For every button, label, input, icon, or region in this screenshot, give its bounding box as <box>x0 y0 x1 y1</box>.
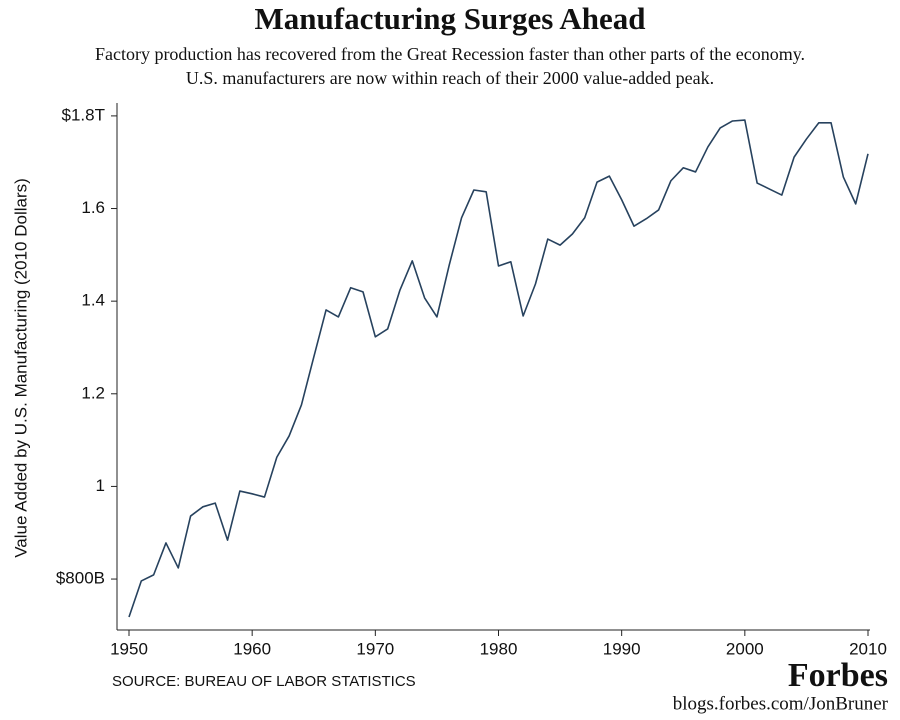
y-tick-label: 1.4 <box>81 291 105 310</box>
y-tick-label: 1 <box>96 476 105 495</box>
x-tick-label: 1980 <box>480 639 518 658</box>
x-tick-label: 1960 <box>233 639 271 658</box>
x-tick-label: 1950 <box>110 639 148 658</box>
chart-title: Manufacturing Surges Ahead <box>255 1 646 36</box>
y-axis-label: Value Added by U.S. Manufacturing (2010 … <box>11 178 30 558</box>
data-line <box>128 119 869 618</box>
x-tick-label: 2000 <box>726 639 764 658</box>
brand: Forbes <box>788 657 888 694</box>
x-tick-label: 1970 <box>356 639 394 658</box>
y-tick-label: $800B <box>56 569 105 588</box>
y-tick-label: 1.6 <box>81 198 105 217</box>
x-tick-label: 2010 <box>849 639 887 658</box>
url: blogs.forbes.com/JonBruner <box>673 693 889 714</box>
subtitle: Factory production has recovered from th… <box>95 44 805 64</box>
y-tick-label: 1.2 <box>81 383 105 402</box>
x-tick-label: 1990 <box>603 639 641 658</box>
source: SOURCE: BUREAU OF LABOR STATISTICS <box>112 673 416 690</box>
y-tick-label: $1.8T <box>62 105 105 124</box>
subtitle: U.S. manufacturers are now within reach … <box>186 68 714 88</box>
